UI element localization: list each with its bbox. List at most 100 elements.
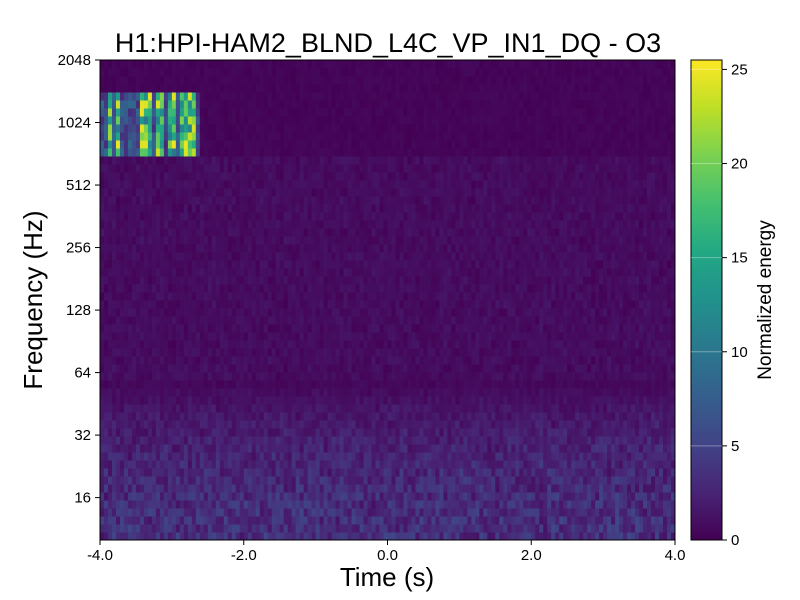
heatmap-cell <box>171 444 177 453</box>
heatmap-cell <box>371 508 377 517</box>
heatmap-cell <box>327 364 333 373</box>
heatmap-cell <box>427 236 432 245</box>
heatmap-cell <box>347 252 353 261</box>
heatmap-cell <box>139 68 145 77</box>
heatmap-cell <box>299 372 305 381</box>
heatmap-cell <box>411 60 416 69</box>
heatmap-cell <box>347 92 353 101</box>
heatmap-cell <box>307 60 313 69</box>
heatmap-cell <box>183 452 189 461</box>
heatmap-cell <box>315 436 321 445</box>
heatmap-cell <box>131 76 137 85</box>
heatmap-cell <box>423 220 428 229</box>
heatmap-cell <box>399 244 404 253</box>
heatmap-cell <box>359 460 365 469</box>
heatmap-cell <box>379 124 384 133</box>
heatmap-cell <box>387 268 392 277</box>
heatmap-cell <box>327 236 333 245</box>
heatmap-cell <box>199 156 205 165</box>
heatmap-cell <box>371 516 377 525</box>
heatmap-cell <box>139 420 145 429</box>
heatmap-cell <box>151 364 157 373</box>
heatmap-cell <box>199 180 205 189</box>
heatmap-cell <box>323 532 329 540</box>
heatmap-cell <box>299 300 305 309</box>
heatmap-cell <box>383 460 388 469</box>
heatmap-cell <box>359 308 365 317</box>
heatmap-cell <box>343 356 349 365</box>
heatmap-cell <box>207 140 213 149</box>
heatmap-cell <box>251 172 257 181</box>
heatmap-cell <box>347 260 353 269</box>
heatmap-cell <box>231 164 237 173</box>
heatmap-cell <box>207 228 213 237</box>
heatmap-cell <box>359 404 365 413</box>
heatmap-cell <box>147 132 153 141</box>
heatmap-cell <box>283 140 289 149</box>
heatmap-cell <box>311 420 317 429</box>
heatmap-cell <box>263 92 269 101</box>
heatmap-cell <box>107 444 113 453</box>
heatmap-cell <box>103 212 109 221</box>
heatmap-cell <box>355 428 361 437</box>
heatmap-cell <box>419 316 424 325</box>
heatmap-cell <box>263 132 269 141</box>
heatmap-cell <box>207 164 213 173</box>
heatmap-cell <box>287 60 293 69</box>
heatmap-cell <box>207 420 213 429</box>
heatmap-cell <box>295 340 301 349</box>
heatmap-cell <box>271 172 277 181</box>
heatmap-cell <box>399 332 404 341</box>
heatmap-cell <box>191 204 197 213</box>
heatmap-cell <box>307 276 313 285</box>
heatmap-cell <box>195 60 201 69</box>
heatmap-cell <box>427 124 432 133</box>
heatmap-cell <box>427 364 432 373</box>
heatmap-cell <box>227 484 233 493</box>
heatmap-cell <box>219 332 225 341</box>
heatmap-cell <box>275 60 281 69</box>
heatmap-cell <box>215 220 221 229</box>
heatmap-cell <box>387 436 392 445</box>
heatmap-cell <box>171 420 177 429</box>
heatmap-cell <box>347 188 353 197</box>
heatmap-cell <box>403 476 408 485</box>
heatmap-cell <box>303 124 309 133</box>
heatmap-cell <box>387 348 392 357</box>
heatmap-cell <box>415 284 420 293</box>
heatmap-cell <box>243 116 249 125</box>
heatmap-cell <box>399 292 404 301</box>
heatmap-cell <box>219 60 225 69</box>
heatmap-cell <box>243 300 249 309</box>
heatmap-cell <box>159 364 165 373</box>
heatmap-cell <box>243 436 249 445</box>
heatmap-cell <box>327 164 333 173</box>
heatmap-cell <box>323 484 329 493</box>
heatmap-cell <box>307 444 313 453</box>
heatmap-cell <box>323 316 329 325</box>
heatmap-cell <box>383 396 388 405</box>
heatmap-cell <box>415 524 420 533</box>
heatmap-cell <box>175 68 181 77</box>
heatmap-cell <box>100 476 105 485</box>
heatmap-cell <box>239 292 245 301</box>
heatmap-cell <box>183 340 189 349</box>
heatmap-cell <box>347 196 353 205</box>
heatmap-cell <box>419 372 424 381</box>
heatmap-cell <box>323 116 329 125</box>
heatmap-cell <box>307 468 313 477</box>
heatmap-cell <box>295 84 301 93</box>
heatmap-cell <box>115 308 121 317</box>
heatmap-cell <box>355 452 361 461</box>
heatmap-cell <box>143 76 149 85</box>
heatmap-cell <box>331 260 337 269</box>
heatmap-cell <box>207 268 213 277</box>
heatmap-cell <box>371 108 377 117</box>
heatmap-cell <box>119 140 125 149</box>
heatmap-cell <box>183 516 189 525</box>
heatmap-cell <box>311 132 317 141</box>
heatmap-cell <box>351 252 357 261</box>
heatmap-cell <box>155 420 161 429</box>
heatmap-cell <box>211 132 217 141</box>
heatmap-cell <box>359 188 365 197</box>
